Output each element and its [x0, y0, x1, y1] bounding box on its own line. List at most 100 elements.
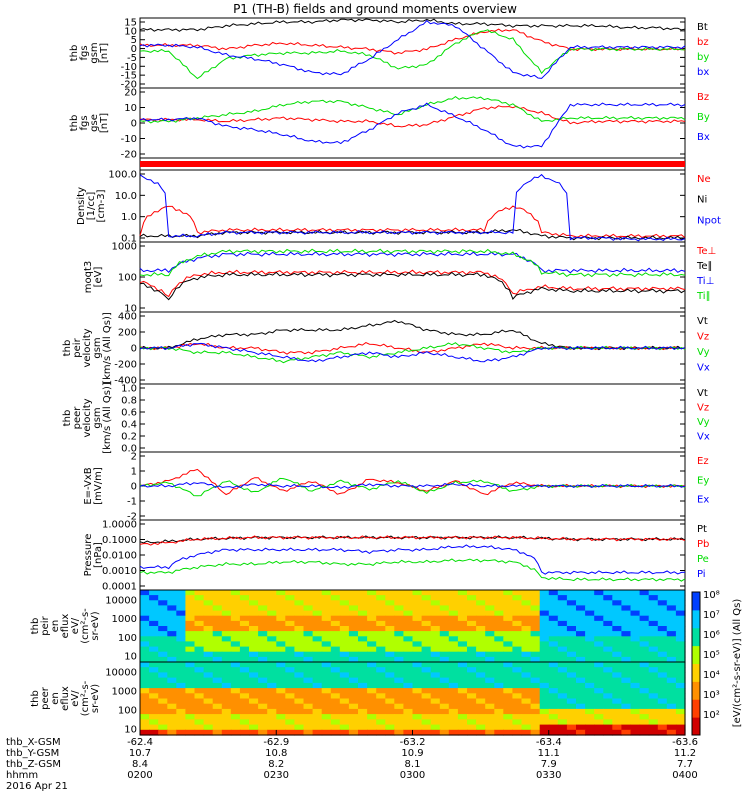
ylabel-line: moqt3: [83, 261, 94, 294]
spectro-cell: [503, 729, 513, 736]
spectro-cell: [403, 636, 414, 642]
spectro-cell: [212, 590, 223, 596]
spectro-cell: [603, 703, 613, 710]
spectro-cell: [548, 662, 559, 668]
spectro-cell: [330, 672, 341, 679]
spectro-cell: [639, 662, 650, 668]
spectro-cell: [339, 693, 350, 700]
legend-entry: Pb: [697, 539, 709, 550]
spectro-cell: [339, 682, 350, 689]
spectro-cell: [339, 714, 350, 720]
spectro-cell: [267, 662, 277, 668]
spectro-cell: [566, 708, 577, 715]
spectro-cell: [321, 724, 332, 731]
spectro-cell: [648, 667, 659, 673]
spectro-cell: [194, 641, 205, 648]
spectro-cell: [294, 656, 305, 663]
spectro-cell: [203, 651, 214, 658]
ylabel-line: sr-eV): [90, 684, 101, 713]
ytick-label: 10: [124, 652, 137, 663]
spectro-cell: [176, 641, 186, 648]
spectro-cell: [385, 651, 395, 658]
spectro-cell: [312, 646, 323, 653]
spectro-cell: [612, 620, 622, 627]
spectro-cell: [666, 693, 677, 700]
spectro-cell: [457, 724, 468, 731]
spectro-cell: [585, 688, 595, 694]
spectro-cell: [276, 688, 286, 694]
spectro-cell: [221, 646, 232, 653]
spectro-cell: [557, 646, 568, 653]
spectro-cell: [403, 667, 414, 673]
spectro-cell: [603, 719, 613, 726]
spectro-cell: [403, 672, 414, 679]
spectro-cell: [276, 672, 286, 679]
spectro-cell: [639, 600, 650, 606]
spectro-cell: [276, 615, 286, 622]
spectro-cell: [439, 631, 450, 637]
spectro-cell: [149, 682, 159, 689]
spectro-cell: [230, 626, 241, 632]
spectro-cell: [367, 600, 377, 606]
spectro-cell: [140, 677, 150, 684]
spectro-cell: [557, 698, 568, 705]
spectro-cell: [485, 651, 495, 658]
spectro-cell: [512, 667, 523, 673]
spectro-cell: [521, 719, 532, 726]
spectro-cell: [348, 672, 359, 679]
spectro-cell: [276, 682, 286, 689]
spectro-cell: [448, 667, 459, 673]
spectro-cell: [176, 656, 186, 663]
ytick-label: 2: [131, 452, 137, 463]
spectro-cell: [158, 605, 168, 612]
spectro-cell: [376, 677, 386, 684]
spectro-cell: [194, 708, 205, 715]
spectro-cell: [367, 636, 377, 642]
spectro-cell: [439, 662, 450, 668]
spectro-cell: [666, 620, 677, 627]
spectro-cell: [576, 693, 586, 700]
spectro-cell: [585, 605, 595, 612]
ylabel-line: sr-eV): [90, 611, 101, 640]
spectro-cell: [149, 724, 159, 731]
spectro-cell: [158, 677, 168, 684]
spectro-cell: [140, 682, 150, 689]
spectro-cell: [648, 636, 659, 642]
spectro-cell: [367, 651, 377, 658]
spectro-cell: [430, 610, 441, 617]
spectro-cell: [548, 590, 559, 596]
spectro-cell: [294, 615, 305, 622]
spectro-cell: [203, 672, 214, 679]
spectro-cell: [476, 631, 486, 637]
spectro-cell: [348, 610, 359, 617]
spectro-cell: [421, 626, 432, 632]
spectro-cell: [403, 641, 414, 648]
spectro-cell: [239, 590, 250, 596]
spectro-cell: [158, 667, 168, 673]
spectro-cell: [648, 641, 659, 648]
spectro-cell: [258, 714, 268, 720]
spectro-cell: [566, 626, 577, 632]
spectro-cell: [358, 600, 368, 606]
spectro-cell: [430, 626, 441, 632]
spectro-cell: [448, 698, 459, 705]
spectro-cell: [612, 615, 622, 622]
spectro-cell: [603, 620, 613, 627]
xaxis-value: 0300: [400, 770, 425, 781]
spectro-cell: [403, 651, 414, 658]
spectro-cell: [267, 631, 277, 637]
spectro-cell: [276, 631, 286, 637]
spectro-cell: [348, 688, 359, 694]
spectro-cell: [230, 703, 241, 710]
spectro-cell: [457, 698, 468, 705]
spectro-cell: [285, 703, 295, 710]
spectro-cell: [657, 682, 668, 689]
spectro-cell: [303, 698, 314, 705]
spectro-cell: [585, 682, 595, 689]
legend-entry: Pt: [697, 524, 707, 535]
spectro-cell: [394, 693, 404, 700]
spectro-cell: [176, 688, 186, 694]
ytick-label: -200: [114, 360, 137, 371]
spectro-cell: [339, 677, 350, 684]
